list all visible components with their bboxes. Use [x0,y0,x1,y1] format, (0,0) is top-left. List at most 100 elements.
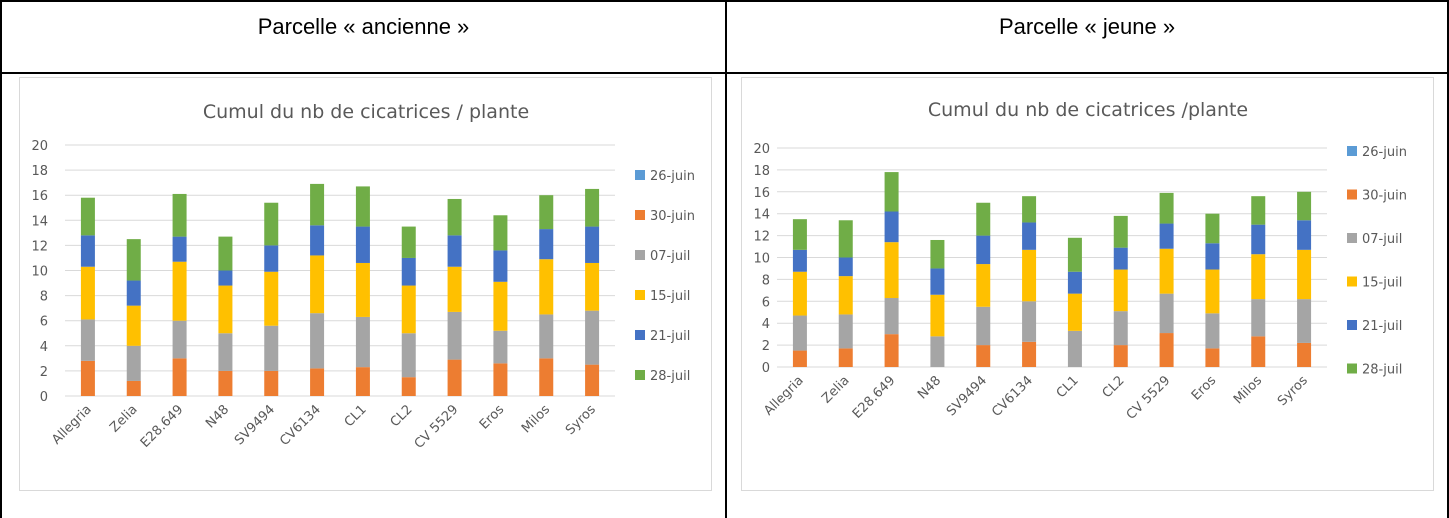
bar-segment [930,268,945,295]
legend-label: 30-juin [1362,189,1407,204]
bar-segment [126,239,141,281]
bar-segment [310,255,325,314]
bar-segment [264,202,279,246]
bar-segment [1205,243,1220,270]
bar-segment [1067,237,1082,272]
bar-segment [585,226,600,263]
y-tick-label: 0 [40,390,48,405]
bar-segment [126,380,141,396]
bar-segment [1022,196,1037,223]
bar-segment [585,310,600,365]
bar-segment [585,262,600,311]
bar-segment [493,363,508,396]
bar-segment [1251,299,1266,337]
y-tick-label: 16 [753,186,770,201]
bar-segment [1159,293,1174,334]
bar-segment [1113,247,1128,270]
bar-segment [838,276,853,315]
x-tick-label: CL1 [1054,373,1082,401]
y-tick-label: 8 [762,273,770,288]
bar-segment [80,197,95,236]
legend-swatch [1347,233,1357,243]
bar-segment [1067,293,1082,331]
y-tick-label: 18 [31,164,48,179]
legend-label: 30-juin [650,209,695,224]
bar-segment [493,330,508,364]
legend-swatch [1347,189,1357,200]
bar-segment [80,360,95,396]
y-tick-label: 6 [762,295,770,310]
bar-segment [539,358,554,396]
x-tick-label: CV 5529 [412,402,462,452]
x-tick-label: CL2 [388,402,416,430]
x-tick-label: Milos [1231,373,1265,407]
y-tick-label: 4 [762,317,770,332]
bar-segment [401,285,416,334]
bar-segment [264,245,279,272]
bar-segment [80,319,95,361]
bar-segment [493,281,508,331]
legend-label: 26-juin [650,169,695,184]
bar-segment [539,314,554,359]
chart-left: Cumul du nb de cicatrices / plante 0 2 4 6 8 1… [31,101,695,452]
legend-label: 15-juil [650,289,690,304]
legend-swatch [635,250,645,260]
x-tick-label: Milos [519,402,553,436]
bar-segment [1113,269,1128,312]
bar-segment [355,226,370,263]
y-tick-label: 12 [31,239,48,254]
x-tick-label: E28.649 [138,402,187,451]
x-tick-label: SV9494 [944,373,990,419]
x-tick-label: CL2 [1100,373,1128,401]
bar-segment [1067,271,1082,294]
legend-label: 28-juil [650,369,690,384]
legend-label: 15-juil [1362,276,1402,291]
legend-label: 21-juil [1362,319,1402,334]
bar-segment [172,193,187,237]
bar-segment [126,345,141,381]
bar-segment [884,172,899,212]
bar-segment [539,259,554,315]
bar-segment [539,229,554,260]
x-tick-label: Syros [1275,373,1311,409]
legend-label: 28-juil [1362,363,1402,378]
x-tick-label: Eros [477,402,508,433]
bar-segment [1159,223,1174,249]
bar-segment [838,220,853,258]
y-tick-label: 10 [31,265,48,280]
legend-swatch [1347,146,1357,156]
bar-segment [792,219,807,250]
bar-segment [1297,342,1312,367]
header-right: Parcelle « jeune » [998,14,1176,39]
y-tick-label: 2 [40,365,48,380]
bar-segment [1251,336,1266,367]
bar-segment [1067,330,1082,367]
bar-segment [792,271,807,316]
bar-segment [172,236,187,262]
y-tick-label: 4 [40,340,48,355]
x-tick-label: Allegria [49,402,94,447]
x-tick-label: CL1 [342,402,370,430]
bar-segment [1297,220,1312,250]
header-left: Parcelle « ancienne » [257,14,470,39]
legend-label: 21-juil [650,329,690,344]
bar-segment [447,235,462,267]
legend-swatch [635,290,645,300]
bar-segment [447,266,462,312]
y-tick-label: 12 [753,230,770,245]
bar-segment [310,225,325,256]
bar-segment [1022,341,1037,367]
bar-segment [401,257,416,286]
x-tick-label: Eros [1189,373,1220,404]
x-tick-label: N48 [203,402,232,431]
bar-segment [264,271,279,326]
y-tick-label: 8 [40,290,48,305]
bar-segment [1159,192,1174,224]
bar-segment [976,345,991,367]
bar-segment [838,257,853,277]
bar-segment [976,264,991,307]
bar-segment [1297,299,1312,343]
bar-segment [80,266,95,320]
legend-swatch [1347,320,1357,330]
